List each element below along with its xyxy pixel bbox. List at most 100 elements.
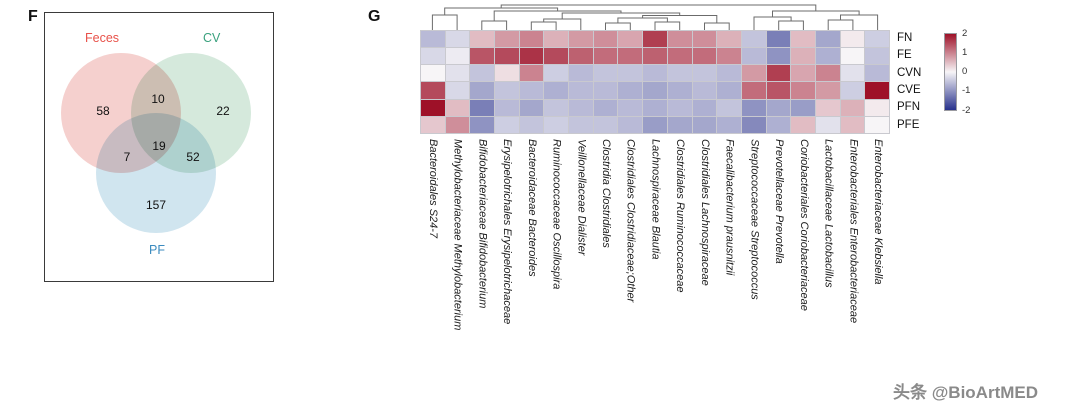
heatmap-cell <box>445 48 470 65</box>
heatmap-cell <box>667 48 692 65</box>
heatmap-column-label: Enterobacteriaceae Klebsiella <box>872 139 885 285</box>
venn-count-cv-only: 22 <box>216 104 230 118</box>
heatmap-cell <box>544 82 569 99</box>
heatmap-cell <box>741 82 766 99</box>
heatmap-cell <box>495 65 519 82</box>
heatmap-column-label: Bacteroidales S24-7 <box>426 139 439 239</box>
heatmap-cell <box>445 116 470 133</box>
heatmap-cell <box>766 48 791 65</box>
heatmap-cell <box>569 65 593 82</box>
heatmap-column-label: Prevotellaceae Prevotella <box>773 139 786 264</box>
heatmap-cell <box>445 82 470 99</box>
colorbar-gradient <box>944 33 957 111</box>
heatmap-cell <box>717 99 741 116</box>
heatmap-cell <box>470 31 495 48</box>
heatmap-cell <box>593 48 618 65</box>
heatmap-cell <box>593 116 618 133</box>
venn-circle-pf <box>96 113 216 233</box>
heatmap-cell <box>692 116 717 133</box>
heatmap-cell <box>741 31 766 48</box>
heatmap-cell <box>569 116 593 133</box>
heatmap-cell <box>766 99 791 116</box>
panel-letter-f: F <box>28 8 38 25</box>
heatmap-cell <box>445 65 470 82</box>
heatmap-cell <box>741 48 766 65</box>
heatmap-cell <box>421 99 445 116</box>
heatmap-cell <box>544 65 569 82</box>
heatmap-cell <box>569 48 593 65</box>
heatmap-cell <box>519 31 544 48</box>
heatmap-cell <box>815 82 840 99</box>
heatmap-column-label: Lachnospiraceae Blautia <box>649 139 662 260</box>
heatmap-cell <box>519 65 544 82</box>
heatmap-cell <box>421 48 445 65</box>
heatmap-cell <box>741 116 766 133</box>
heatmap-cell <box>840 99 865 116</box>
heatmap-cell <box>495 99 519 116</box>
heatmap-column-label: Bifidobacteriaceae Bifidobacterium <box>476 139 489 309</box>
heatmap-cell <box>840 82 865 99</box>
heatmap-cell <box>840 65 865 82</box>
heatmap-column-label: Clostridia Clostridiales <box>600 139 612 248</box>
heatmap-cell <box>421 31 445 48</box>
heatmap-cell <box>470 48 495 65</box>
heatmap-cell <box>840 48 865 65</box>
heatmap-cell <box>791 48 815 65</box>
venn-set-label-cv: CV <box>203 31 221 45</box>
heatmap-cell <box>618 48 643 65</box>
heatmap-grid <box>420 30 890 134</box>
heatmap-cell <box>643 48 667 65</box>
heatmap-column-label: Ruminococcaceae Oscillospira <box>550 139 563 290</box>
venn-count-cv-pf: 52 <box>186 150 200 164</box>
colorbar-tick-label: -2 <box>962 104 971 116</box>
heatmap-cell <box>667 82 692 99</box>
heatmap-cell <box>643 31 667 48</box>
heatmap-cell <box>865 48 889 65</box>
heatmap-cell <box>593 65 618 82</box>
venn-set-label-feces: Feces <box>85 31 120 45</box>
heatmap-cell <box>865 65 889 82</box>
heatmap-cell <box>445 99 470 116</box>
heatmap-cell <box>692 82 717 99</box>
heatmap-cell <box>667 99 692 116</box>
heatmap-row-labels: FN FE CVN CVE PFN PFE <box>897 30 921 134</box>
heatmap-cell <box>692 65 717 82</box>
heatmap-column-label: Veillonellaceae Dialister <box>575 139 588 256</box>
heatmap-cell <box>495 31 519 48</box>
heatmap-row-label: PFE <box>897 118 920 131</box>
heatmap-column-label: Faecalibacterium prausnitzii <box>723 139 736 276</box>
heatmap-cell <box>865 116 889 133</box>
heatmap-cell <box>544 31 569 48</box>
heatmap-cell <box>766 65 791 82</box>
heatmap-cell <box>717 65 741 82</box>
heatmap-row-label: PFN <box>897 101 920 114</box>
heatmap-cell <box>519 116 544 133</box>
heatmap-cell <box>445 31 470 48</box>
heatmap-cell <box>593 31 618 48</box>
heatmap-cell <box>569 82 593 99</box>
heatmap-column-label: Methylobacteriaceae Methylobacterium <box>451 139 464 331</box>
heatmap-cell <box>618 65 643 82</box>
heatmap-cell <box>815 116 840 133</box>
heatmap-cell <box>717 48 741 65</box>
heatmap-cell <box>643 116 667 133</box>
heatmap-row-label: CVN <box>897 66 922 79</box>
heatmap-cell <box>495 48 519 65</box>
heatmap-cell <box>421 116 445 133</box>
heatmap-cell <box>815 31 840 48</box>
heatmap-cell <box>766 116 791 133</box>
heatmap-cell <box>519 99 544 116</box>
heatmap-cell <box>470 65 495 82</box>
heatmap-column-label: Erysipelotrichales Erysipelotrichaceae <box>501 139 514 325</box>
heatmap-cell <box>544 48 569 65</box>
heatmap-cell <box>791 82 815 99</box>
heatmap-cell <box>741 65 766 82</box>
heatmap-cell <box>840 31 865 48</box>
venn-count-pf-only: 157 <box>145 198 167 212</box>
heatmap-cell <box>865 31 889 48</box>
heatmap-column-labels: Bacteroidales S24-7 Methylobacteriaceae M… <box>420 139 890 405</box>
heatmap-cell <box>569 31 593 48</box>
heatmap-cell <box>717 31 741 48</box>
heatmap-cell <box>766 82 791 99</box>
heatmap-column-label: Streptococcaceae Streptococcus <box>748 139 761 300</box>
